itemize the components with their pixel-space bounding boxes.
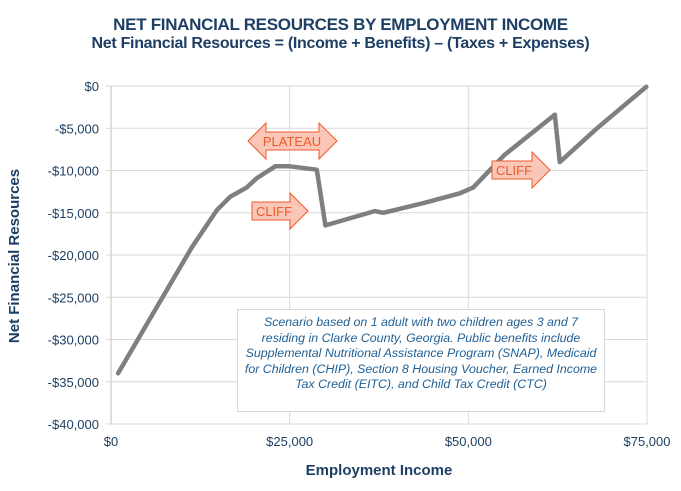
x-tick-label: $50,000: [445, 434, 492, 449]
cliff-arrow-2: CLIFF: [491, 150, 551, 190]
plateau-label: PLATEAU: [263, 134, 321, 149]
y-tick-label: -$10,000: [48, 164, 99, 179]
y-tick-label: -$20,000: [48, 248, 99, 263]
y-tick-label: -$25,000: [48, 290, 99, 305]
y-axis-ticks: $0 -$5,000 -$10,000 -$15,000 -$20,000 -$25,00…: [48, 79, 99, 432]
y-tick-label: -$40,000: [48, 417, 99, 432]
scenario-note: Scenario based on 1 adult with two child…: [237, 309, 605, 412]
cliff-label-2: CLIFF: [496, 163, 532, 178]
cliff-label-1: CLIFF: [256, 204, 292, 219]
x-axis-label: Employment Income: [306, 462, 453, 479]
y-axis-label: Net Financial Resources: [6, 169, 23, 343]
y-tick-label: -$35,000: [48, 375, 99, 390]
y-tick-label: -$15,000: [48, 206, 99, 221]
y-tick-label: $0: [85, 79, 99, 94]
data-line: [115, 84, 649, 376]
x-axis-ticks: $0 $25,000 $50,000 $75,000: [104, 434, 671, 449]
y-tick-label: -$5,000: [55, 121, 99, 136]
x-tick-label: $0: [104, 434, 118, 449]
x-tick-label: $25,000: [266, 434, 313, 449]
cliff-arrow-1: CLIFF: [251, 191, 309, 231]
chart-subtitle: Net Financial Resources = (Income + Bene…: [91, 35, 590, 52]
chart-title: NET FINANCIAL RESOURCES BY EMPLOYMENT IN…: [113, 15, 568, 34]
x-tick-label: $75,000: [624, 434, 671, 449]
plateau-arrow: PLATEAU: [247, 121, 338, 161]
y-tick-label: -$30,000: [48, 333, 99, 348]
